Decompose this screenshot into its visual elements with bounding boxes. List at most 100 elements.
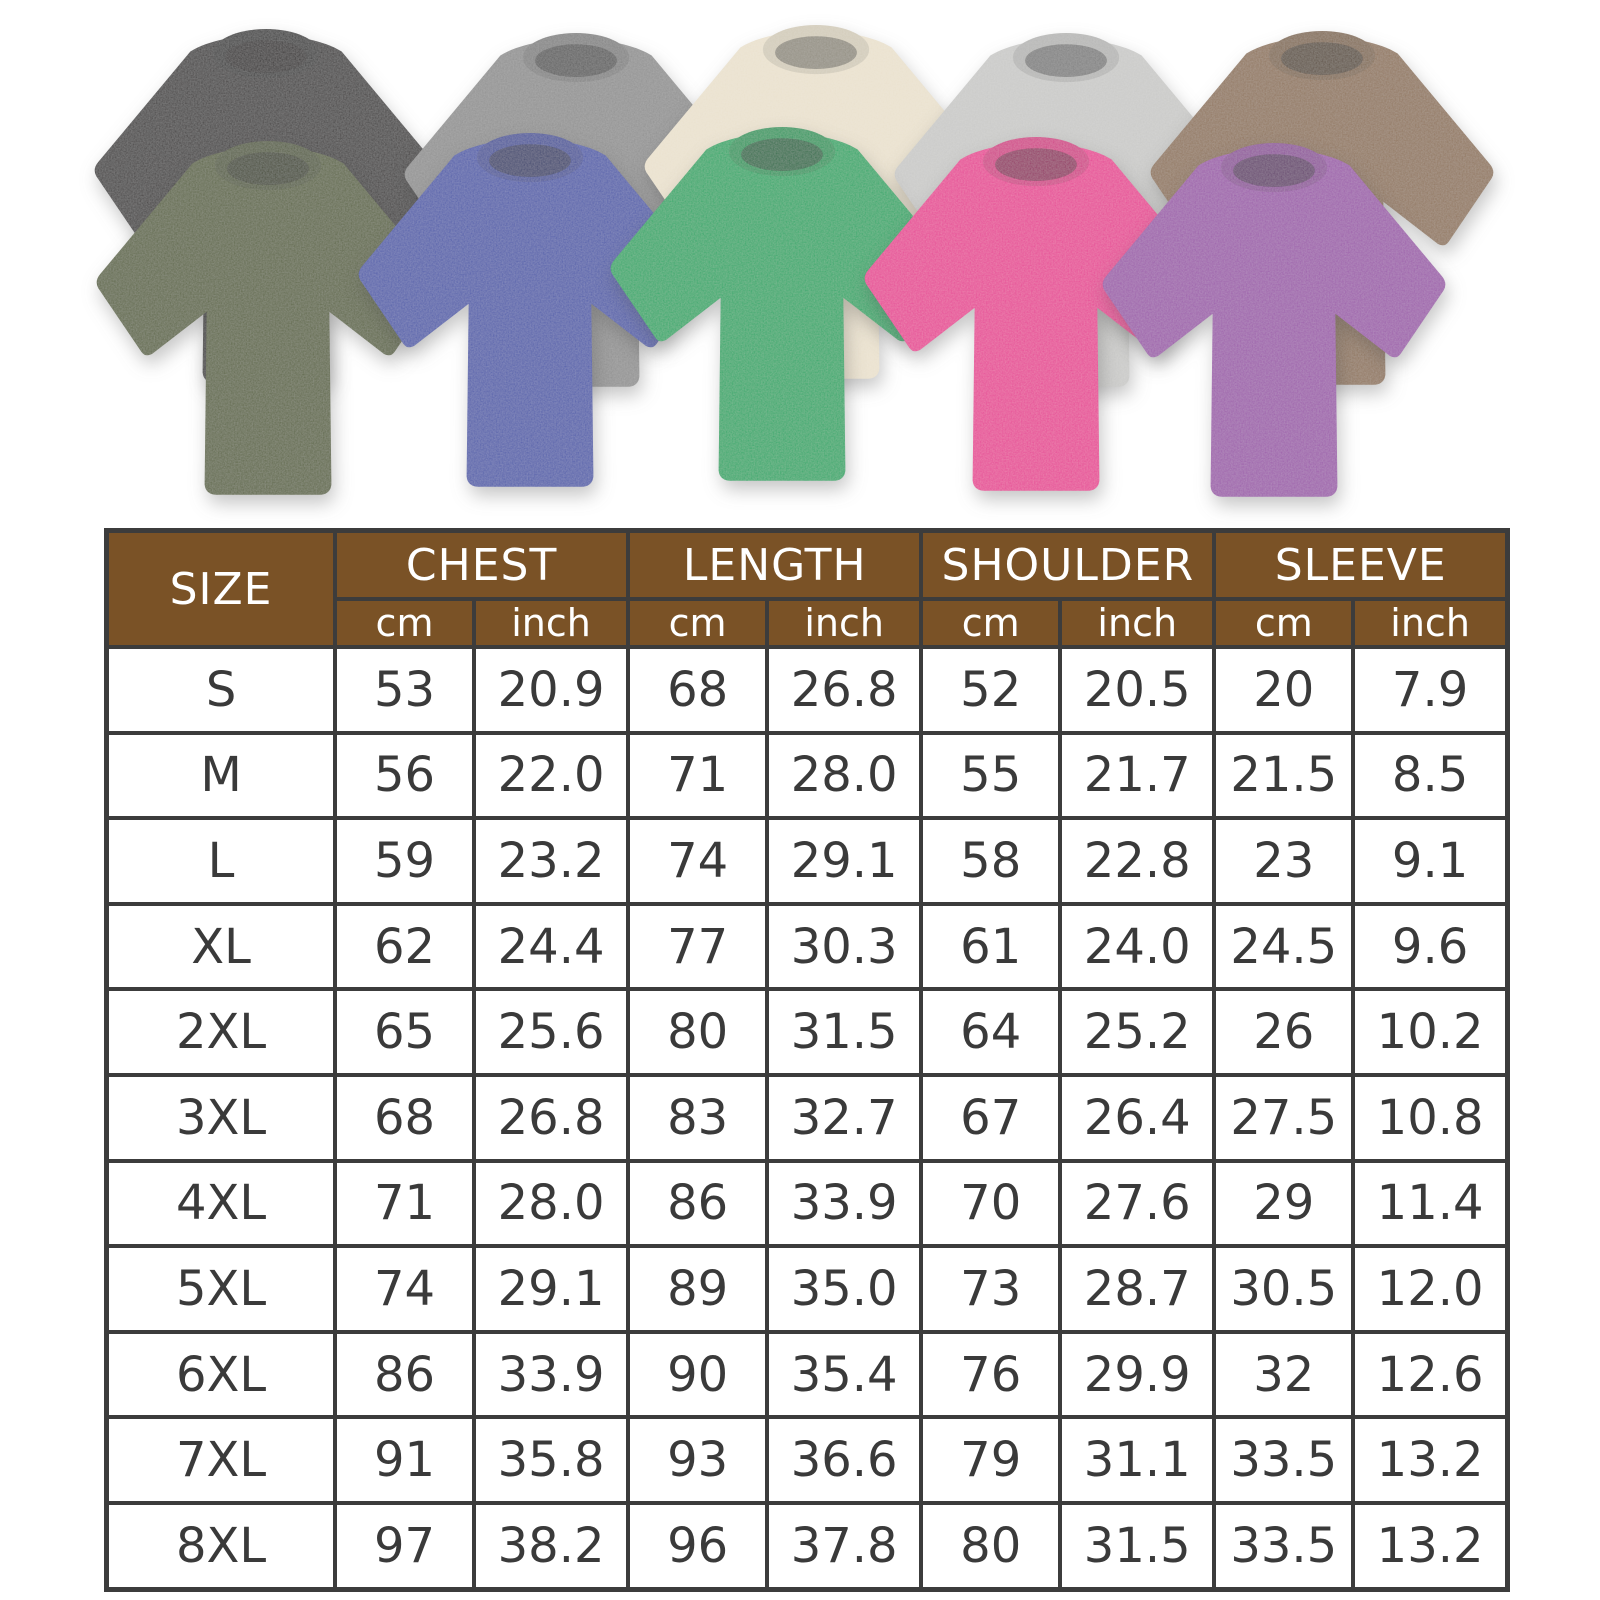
size-label: 4XL [104, 1158, 338, 1249]
measurement-value: 8.5 [1351, 730, 1510, 821]
tshirt-blue [346, 116, 714, 516]
measurement-value: 28.7 [1058, 1244, 1217, 1334]
measurement-value: 9.6 [1351, 901, 1510, 992]
measurement-value: 91 [333, 1415, 476, 1506]
measurement-value: 23.2 [471, 816, 631, 906]
measurement-value: 64 [919, 987, 1063, 1078]
measurement-value: 10.8 [1351, 1073, 1510, 1163]
measurement-value: 52 [919, 645, 1063, 735]
size-row-S: S 53 20.9 68 26.8 52 20.5 20 7.9 [104, 645, 1510, 735]
measurement-value: 31.5 [765, 987, 924, 1078]
group-header-chest: CHEST [333, 528, 631, 601]
size-label: L [104, 816, 338, 906]
measurement-value: 90 [626, 1329, 770, 1420]
size-label: 5XL [104, 1244, 338, 1334]
measurement-value: 35.8 [471, 1415, 631, 1506]
measurement-value: 21.5 [1212, 730, 1356, 821]
measurement-value: 26 [1212, 987, 1356, 1078]
size-label: 6XL [104, 1329, 338, 1420]
measurement-value: 24.4 [471, 901, 631, 992]
measurement-value: 20.5 [1058, 645, 1217, 735]
measurement-value: 30.5 [1212, 1244, 1356, 1334]
measurement-value: 58 [919, 816, 1063, 906]
measurement-value: 24.5 [1212, 901, 1356, 992]
unit-header-chest-cm: cm [333, 597, 476, 649]
measurement-value: 29 [1212, 1158, 1356, 1249]
measurement-value: 68 [333, 1073, 476, 1163]
measurement-value: 22.8 [1058, 816, 1217, 906]
measurement-value: 28.0 [765, 730, 924, 821]
measurement-value: 97 [333, 1501, 476, 1592]
measurement-value: 32 [1212, 1329, 1356, 1420]
measurement-value: 96 [626, 1501, 770, 1592]
measurement-value: 77 [626, 901, 770, 992]
size-chart: SIZE CHEST LENGTH SHOULDER SLEEVE cm inc… [104, 528, 1510, 1592]
measurement-value: 26.8 [471, 1073, 631, 1163]
measurement-value: 71 [333, 1158, 476, 1249]
size-row-L: L 59 23.2 74 29.1 58 22.8 23 9.1 [104, 816, 1510, 906]
size-label: 2XL [104, 987, 338, 1078]
measurement-value: 80 [626, 987, 770, 1078]
unit-header-chest-inch: inch [471, 597, 631, 649]
size-row-4XL: 4XL 71 28.0 86 33.9 70 27.6 29 11.4 [104, 1158, 1510, 1249]
measurement-value: 86 [626, 1158, 770, 1249]
size-table-body: S 53 20.9 68 26.8 52 20.5 20 7.9 M 56 22.0 71 28.0 55 2… [104, 645, 1510, 1592]
measurement-value: 20 [1212, 645, 1356, 735]
size-label: 3XL [104, 1073, 338, 1163]
measurement-value: 35.0 [765, 1244, 924, 1334]
tshirt-purple [1090, 126, 1458, 526]
measurement-value: 59 [333, 816, 476, 906]
size-chart-table: SIZE CHEST LENGTH SHOULDER SLEEVE cm inc… [104, 528, 1510, 1592]
product-gallery [0, 0, 1600, 510]
measurement-value: 93 [626, 1415, 770, 1506]
group-header-sleeve: SLEEVE [1212, 528, 1510, 601]
size-label: XL [104, 901, 338, 992]
measurement-value: 25.2 [1058, 987, 1217, 1078]
tshirt-army-green [84, 124, 452, 524]
size-column-header: SIZE [104, 528, 338, 649]
measurement-value: 62 [333, 901, 476, 992]
tshirt-green [598, 110, 966, 510]
size-row-8XL: 8XL 97 38.2 96 37.8 80 31.5 33.5 13.2 [104, 1501, 1510, 1592]
measurement-value: 29.1 [765, 816, 924, 906]
measurement-value: 13.2 [1351, 1501, 1510, 1592]
measurement-value: 53 [333, 645, 476, 735]
measurement-value: 21.7 [1058, 730, 1217, 821]
size-label: M [104, 730, 338, 821]
measurement-value: 86 [333, 1329, 476, 1420]
measurement-value: 30.3 [765, 901, 924, 992]
measurement-value: 9.1 [1351, 816, 1510, 906]
size-label: 8XL [104, 1501, 338, 1592]
unit-header-length-cm: cm [626, 597, 770, 649]
measurement-value: 29.1 [471, 1244, 631, 1334]
tshirt-rose [852, 120, 1220, 520]
measurement-value: 33.5 [1212, 1415, 1356, 1506]
size-row-7XL: 7XL 91 35.8 93 36.6 79 31.1 33.5 13.2 [104, 1415, 1510, 1506]
measurement-value: 89 [626, 1244, 770, 1334]
measurement-value: 83 [626, 1073, 770, 1163]
measurement-value: 68 [626, 645, 770, 735]
measurement-value: 55 [919, 730, 1063, 821]
measurement-value: 33.9 [471, 1329, 631, 1420]
measurement-value: 11.4 [1351, 1158, 1510, 1249]
size-label: S [104, 645, 338, 735]
measurement-value: 28.0 [471, 1158, 631, 1249]
measurement-value: 79 [919, 1415, 1063, 1506]
unit-header-sleeve-inch: inch [1351, 597, 1510, 649]
size-label: 7XL [104, 1415, 338, 1506]
group-header-length: LENGTH [626, 528, 924, 601]
measurement-value: 32.7 [765, 1073, 924, 1163]
measurement-value: 74 [626, 816, 770, 906]
size-row-3XL: 3XL 68 26.8 83 32.7 67 26.4 27.5 10.8 [104, 1073, 1510, 1163]
measurement-value: 56 [333, 730, 476, 821]
measurement-value: 73 [919, 1244, 1063, 1334]
group-header-shoulder: SHOULDER [919, 528, 1217, 601]
measurement-value: 35.4 [765, 1329, 924, 1420]
size-row-6XL: 6XL 86 33.9 90 35.4 76 29.9 32 12.6 [104, 1329, 1510, 1420]
size-row-M: M 56 22.0 71 28.0 55 21.7 21.5 8.5 [104, 730, 1510, 821]
measurement-value: 26.8 [765, 645, 924, 735]
measurement-value: 29.9 [1058, 1329, 1217, 1420]
measurement-value: 76 [919, 1329, 1063, 1420]
measurement-value: 20.9 [471, 645, 631, 735]
measurement-value: 74 [333, 1244, 476, 1334]
